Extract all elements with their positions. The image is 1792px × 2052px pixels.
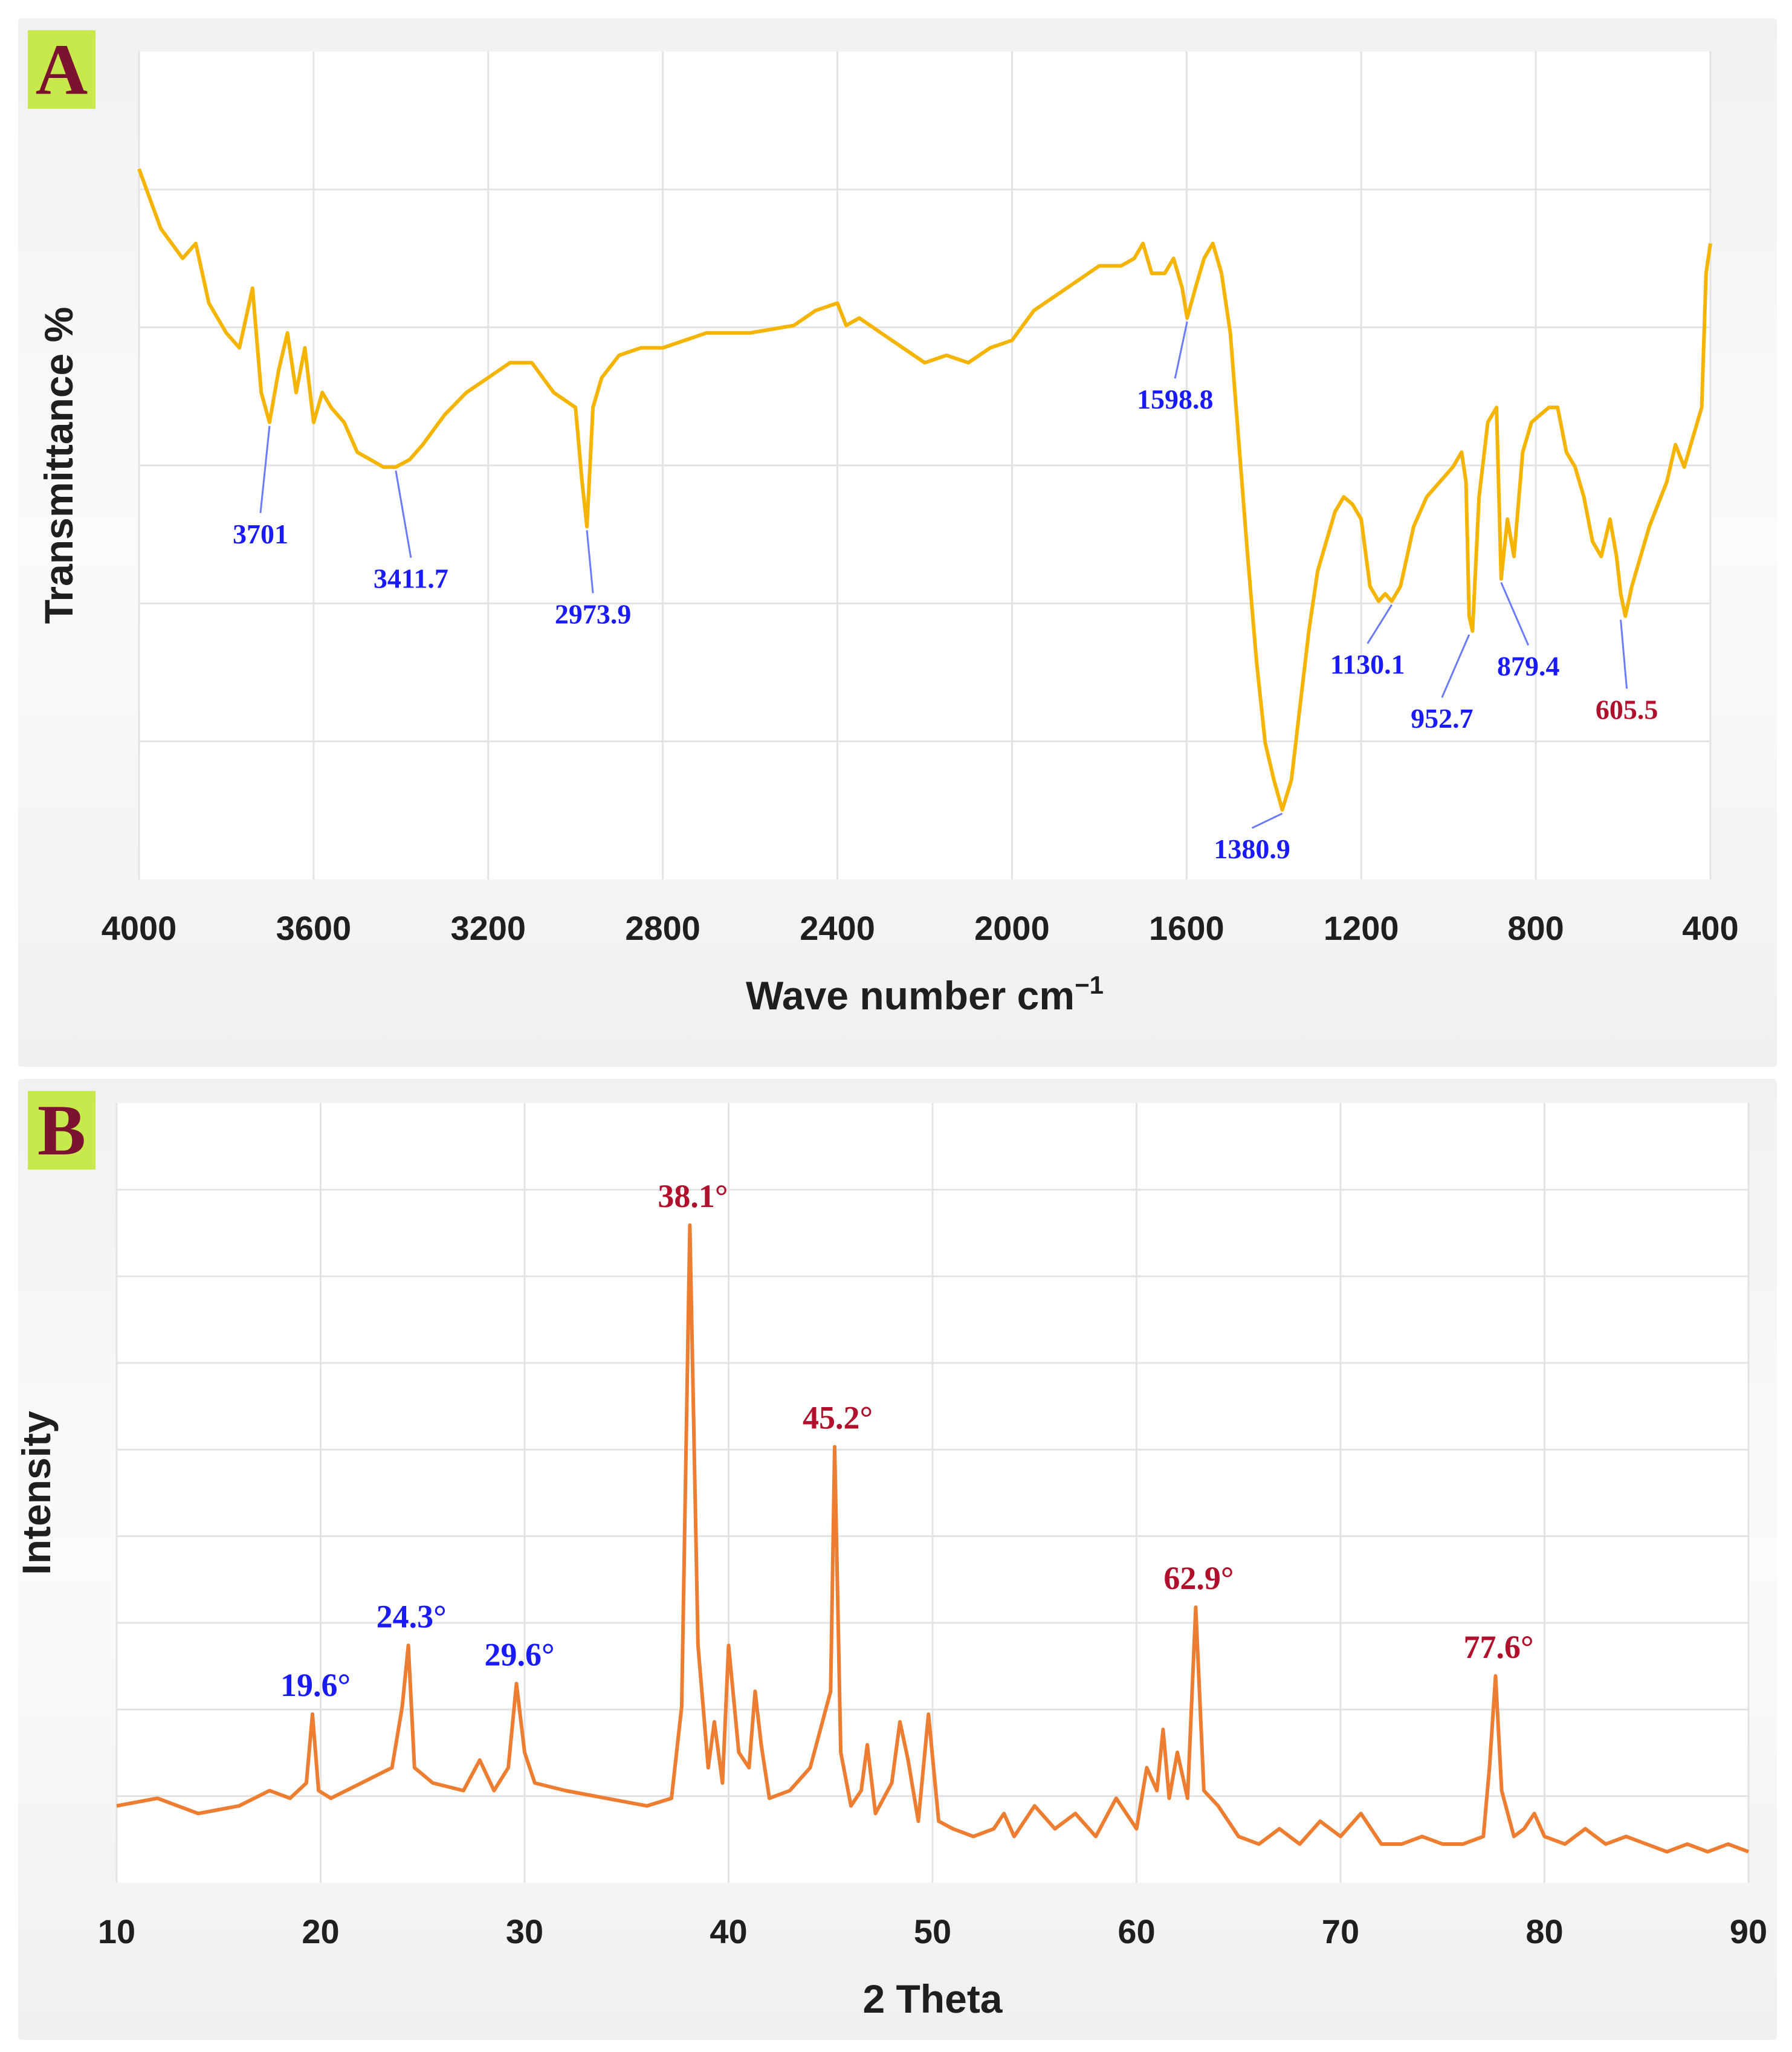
ftir-y-axis-title: Transmittance % xyxy=(36,307,81,624)
peak-label: 1598.8 xyxy=(1137,384,1214,415)
peak-leader-line xyxy=(1620,620,1628,689)
peak-leader-line xyxy=(1500,582,1530,646)
xrd-panel: B 10 20 30 40 50 60 70 80 90 19.6° 24.3° 29.6° 38.1… xyxy=(14,1079,1777,2040)
peak-label: 605.5 xyxy=(1596,694,1658,725)
peak-label: 62.9° xyxy=(1163,1560,1234,1596)
x-tick-label: 80 xyxy=(1525,1912,1563,1950)
x-tick-label: 800 xyxy=(1507,909,1564,947)
peak-label: 3701 xyxy=(233,519,288,549)
peak-leader-line xyxy=(1174,321,1188,379)
ftir-panel: A 4000 3600 3200 2800 2400 2000 1600 1200 800 400… xyxy=(18,18,1777,1067)
x-tick-label: 3600 xyxy=(276,909,352,947)
peak-label: 45.2° xyxy=(803,1400,873,1436)
ftir-gridlines xyxy=(138,51,1712,879)
x-tick-label: 2800 xyxy=(625,909,700,947)
ftir-x-ticks: 4000 3600 3200 2800 2400 2000 1600 1200 800 400 xyxy=(102,909,1739,947)
xrd-x-ticks: 10 20 30 40 50 60 70 80 90 xyxy=(98,1912,1767,1950)
x-tick-label: 1600 xyxy=(1149,909,1224,947)
x-tick-label: 70 xyxy=(1322,1912,1359,1950)
x-tick-label: 2000 xyxy=(974,909,1050,947)
peak-label: 19.6° xyxy=(280,1667,351,1703)
peak-label: 3411.7 xyxy=(374,563,448,594)
peak-label: 1130.1 xyxy=(1330,649,1405,680)
x-tick-label: 10 xyxy=(98,1912,135,1950)
x-tick-label: 2400 xyxy=(800,909,875,947)
x-tick-label: 60 xyxy=(1118,1912,1155,1950)
peak-label: 952.7 xyxy=(1411,703,1473,734)
x-tick-label: 4000 xyxy=(102,909,177,947)
x-tick-label: 400 xyxy=(1682,909,1738,947)
x-tick-label: 1200 xyxy=(1324,909,1399,947)
peak-label: 77.6° xyxy=(1463,1629,1533,1665)
xrd-series-line xyxy=(116,1223,1750,1854)
x-tick-label: 40 xyxy=(710,1912,747,1950)
xrd-chart: 10 20 30 40 50 60 70 80 90 19.6° 24.3° 29.6° 38.1° 4… xyxy=(14,1103,1767,2021)
peak-leader-line xyxy=(586,530,594,594)
panel-b-badge: B xyxy=(28,1091,95,1170)
peak-label: 2973.9 xyxy=(555,598,632,629)
xrd-x-axis-title: 2 Theta xyxy=(862,1976,1003,2021)
peak-label: 879.4 xyxy=(1497,651,1560,682)
x-tick-label: 50 xyxy=(914,1912,951,1950)
peak-leader-line xyxy=(395,470,412,558)
panel-a-badge: A xyxy=(28,30,95,109)
peak-label: 38.1° xyxy=(658,1178,728,1214)
peak-label: 29.6° xyxy=(484,1637,554,1673)
ftir-series-line xyxy=(137,168,1712,812)
x-tick-label: 90 xyxy=(1730,1912,1767,1950)
peak-leader-line xyxy=(1367,604,1393,644)
peak-label: 24.3° xyxy=(377,1598,447,1634)
peak-leader-line xyxy=(259,426,271,513)
peak-leader-line xyxy=(1441,634,1470,698)
x-tick-label: 20 xyxy=(302,1912,339,1950)
ftir-x-axis-title: Wave number cm−1 xyxy=(746,971,1104,1018)
peak-leader-line xyxy=(1251,812,1283,829)
xrd-gridlines xyxy=(115,1103,1750,1883)
ftir-chart: 4000 3600 3200 2800 2400 2000 1600 1200 800 400 3… xyxy=(36,51,1739,1018)
peak-label: 1380.9 xyxy=(1214,833,1290,864)
x-tick-label: 30 xyxy=(506,1912,543,1950)
xrd-y-axis-title: Intensity xyxy=(14,1411,59,1575)
x-tick-label: 3200 xyxy=(450,909,526,947)
xrd-peak-labels: 19.6° 24.3° 29.6° 38.1° 45.2° 62.9° 77.6° xyxy=(280,1178,1534,1703)
